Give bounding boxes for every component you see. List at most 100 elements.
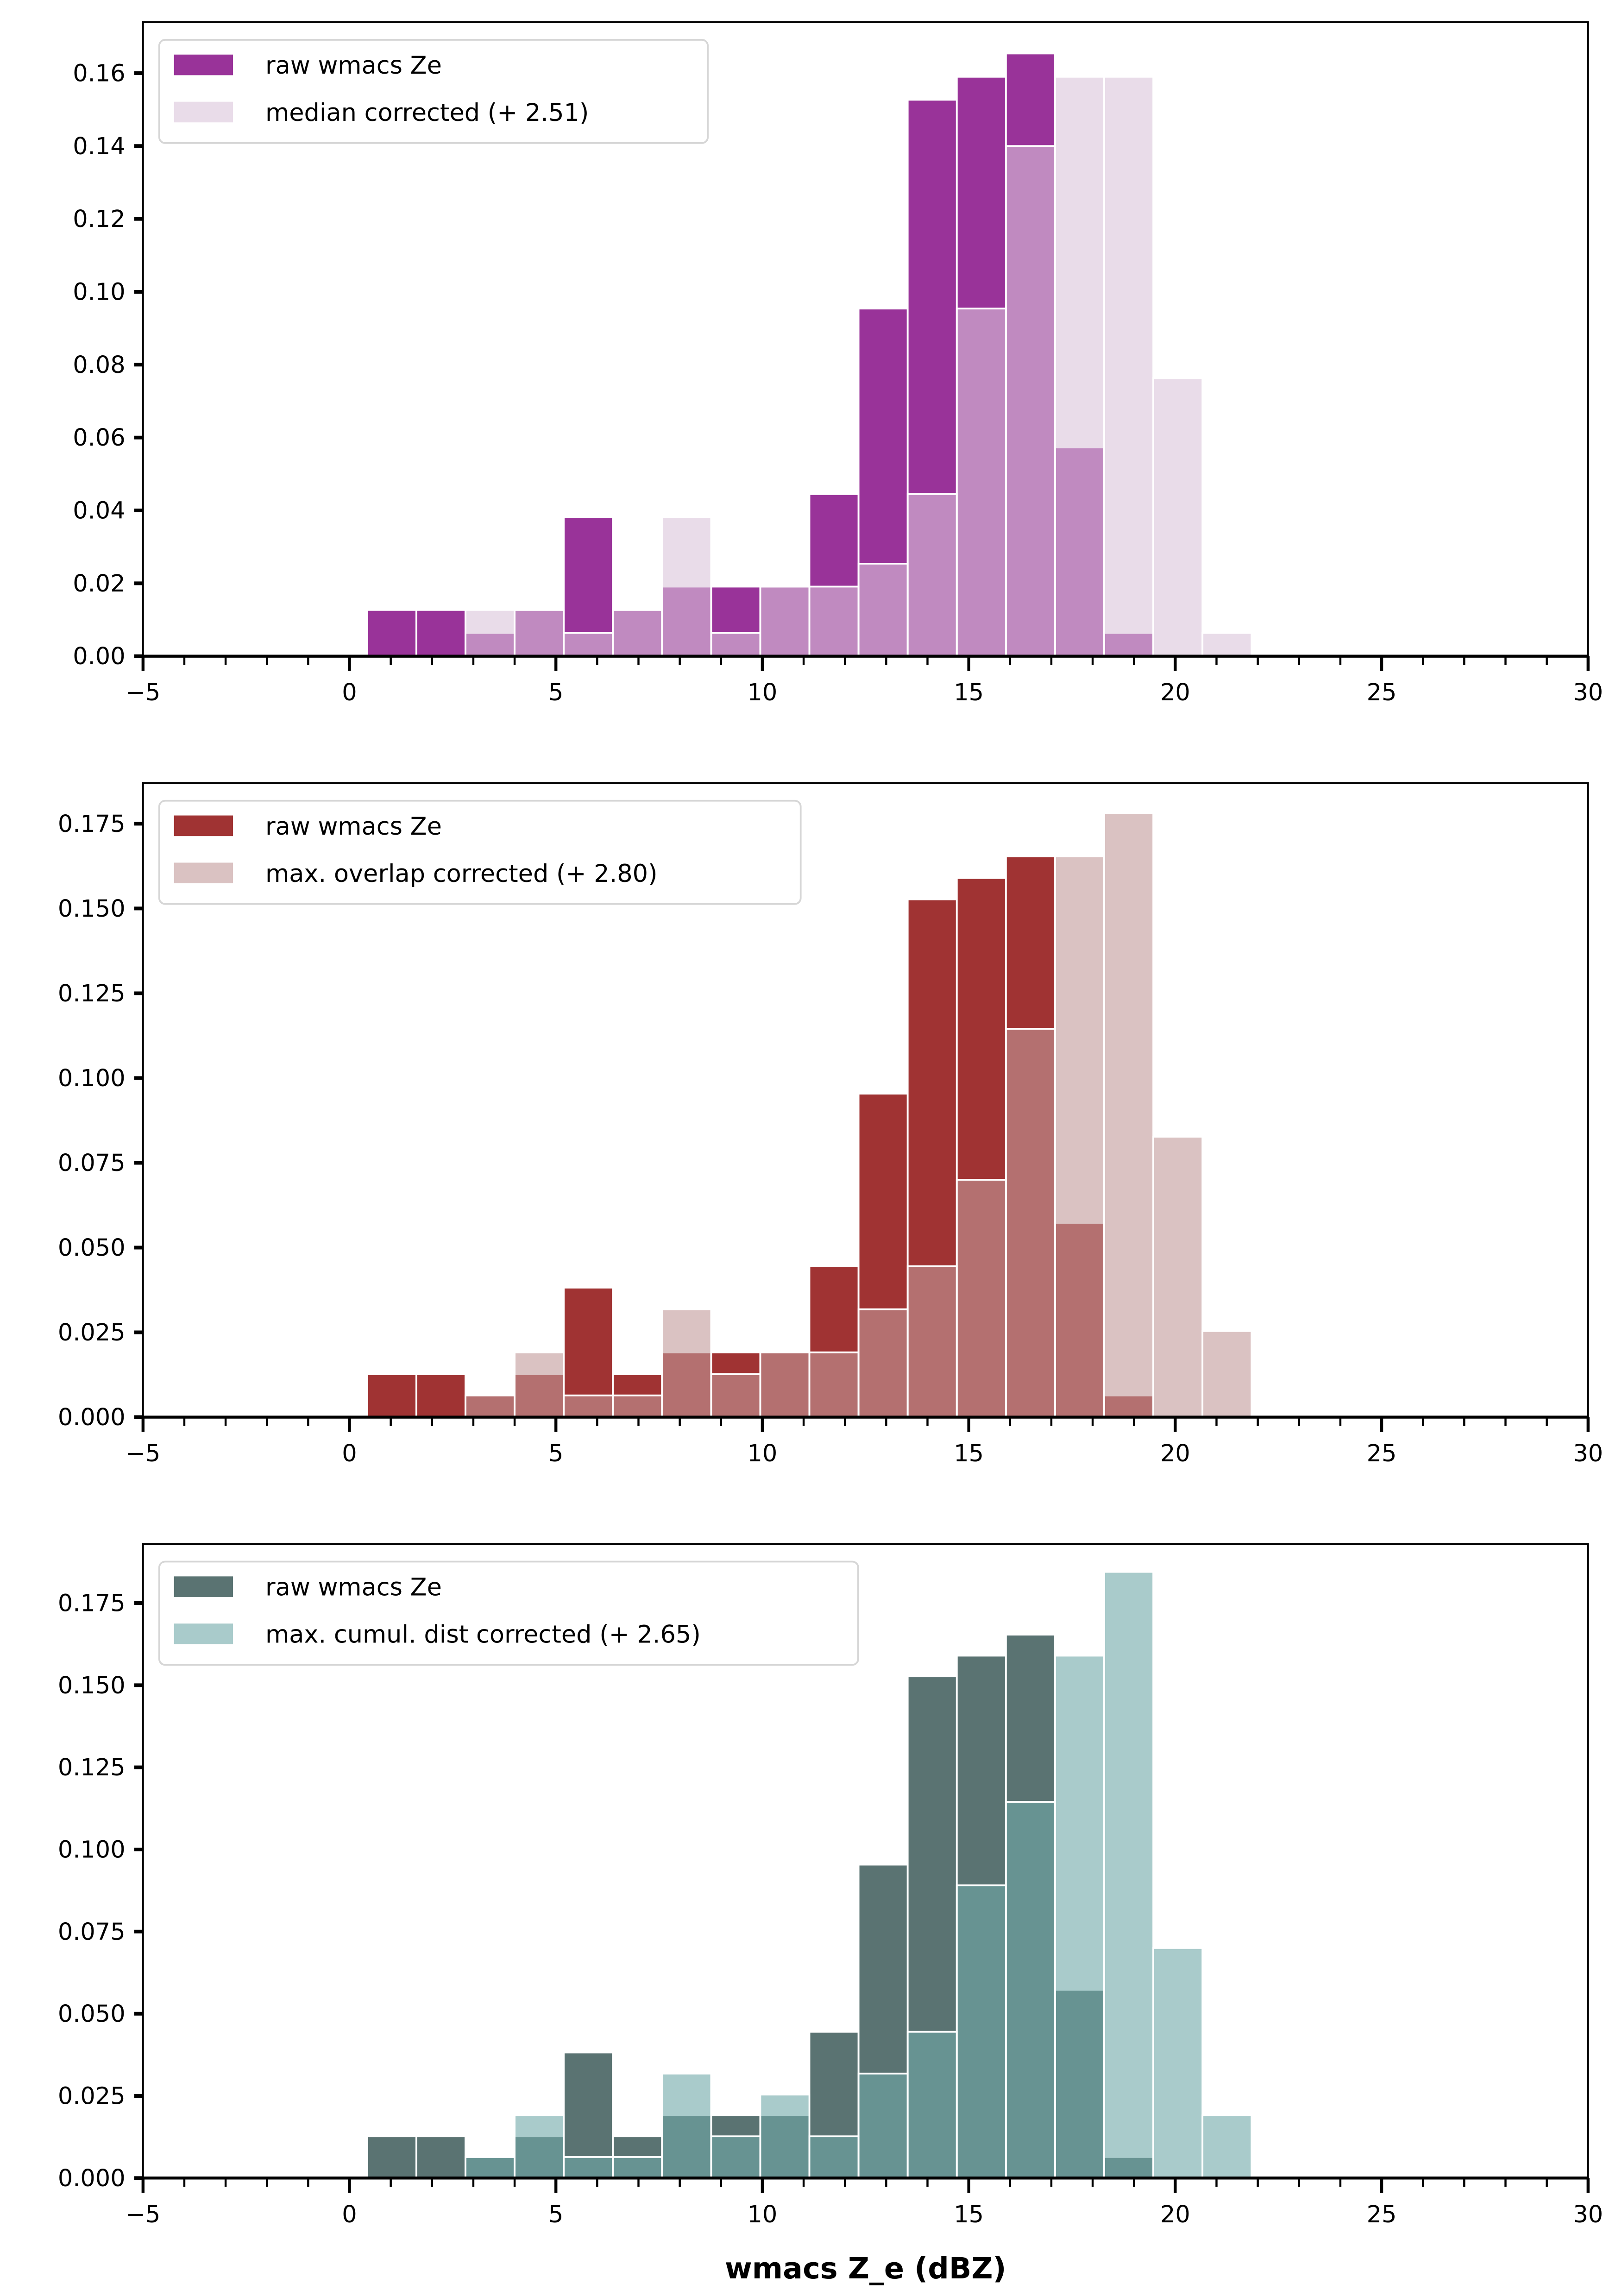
y-tick-label: 0.125 bbox=[58, 1754, 126, 1781]
corrected-bar bbox=[857, 2072, 909, 2179]
corrected-bar bbox=[808, 2135, 860, 2179]
chart-panel-2: −5 0 5 10 15 20 25 30 0.000 0.025 0.050 0.075 0.100 0… bbox=[58, 782, 1603, 1467]
corrected-bar bbox=[1152, 377, 1204, 657]
raw-bar bbox=[366, 2135, 417, 2179]
x-tick-label: 25 bbox=[1367, 679, 1397, 706]
x-tick-label: 0 bbox=[342, 2201, 357, 2228]
y-tick-label: 0.10 bbox=[73, 278, 125, 306]
corrected-bar bbox=[759, 2094, 811, 2179]
y-tick-label: 0.175 bbox=[58, 1590, 126, 1617]
y-tick-label: 0.12 bbox=[73, 206, 125, 233]
corrected-bar bbox=[1005, 145, 1056, 657]
x-tick-label: 15 bbox=[954, 679, 984, 706]
legend-label-raw: raw wmacs Ze bbox=[265, 1573, 442, 1602]
legend-swatch-raw bbox=[174, 815, 233, 837]
x-tick-label: 30 bbox=[1573, 679, 1603, 706]
legend-box bbox=[158, 39, 709, 144]
corrected-bar bbox=[661, 1308, 712, 1418]
x-tick-label: 0 bbox=[342, 679, 357, 706]
corrected-bar bbox=[1005, 1028, 1056, 1418]
corrected-series bbox=[465, 75, 1253, 657]
corrected-bar bbox=[857, 562, 909, 657]
y-tick-label: 0.100 bbox=[58, 1836, 126, 1863]
corrected-bar bbox=[465, 1394, 516, 1418]
y-tick-label: 0.075 bbox=[58, 1150, 126, 1177]
corrected-bar bbox=[808, 585, 860, 657]
corrected-bar bbox=[661, 2072, 712, 2179]
x-tick-label: 25 bbox=[1367, 1440, 1397, 1467]
y-tick-label: 0.050 bbox=[58, 2000, 126, 2028]
bars-group bbox=[366, 52, 1253, 657]
x-tick-label: 30 bbox=[1573, 2201, 1603, 2228]
corrected-bar bbox=[563, 1394, 614, 1418]
y-tick-label: 0.000 bbox=[58, 2165, 126, 2192]
corrected-bar bbox=[514, 2114, 565, 2179]
x-tick-label: 25 bbox=[1367, 2201, 1397, 2228]
corrected-bar bbox=[563, 2156, 614, 2179]
y-tick-label: 0.075 bbox=[58, 1919, 126, 1946]
y-tick-label: 0.175 bbox=[58, 811, 126, 838]
y-tick-label: 0.100 bbox=[58, 1065, 126, 1092]
legend-box bbox=[158, 799, 802, 905]
corrected-bar bbox=[612, 2156, 663, 2179]
y-tick-label: 0.025 bbox=[58, 1319, 126, 1346]
corrected-bar bbox=[1054, 855, 1105, 1418]
corrected-bar bbox=[1201, 2114, 1253, 2179]
x-tick-label: −5 bbox=[126, 2201, 160, 2228]
corrected-bar bbox=[857, 1308, 909, 1418]
x-tick-label: 20 bbox=[1160, 1440, 1190, 1467]
x-tick-label: 30 bbox=[1573, 1440, 1603, 1467]
corrected-bar bbox=[1103, 75, 1155, 657]
y-tick-label: 0.150 bbox=[58, 1672, 126, 1699]
y-tick-label: 0.150 bbox=[58, 895, 126, 923]
corrected-bar bbox=[1152, 1136, 1204, 1418]
corrected-bar bbox=[759, 585, 811, 657]
corrected-bar bbox=[514, 609, 565, 657]
corrected-bar bbox=[956, 308, 1007, 657]
corrected-bar bbox=[1201, 632, 1253, 657]
y-tick-label: 0.16 bbox=[73, 60, 125, 87]
corrected-bar bbox=[710, 1373, 761, 1418]
corrected-bar bbox=[956, 1884, 1007, 2179]
legend: raw wmacs Ze max. overlap corrected (+ 2.… bbox=[158, 799, 802, 905]
x-tick-label: 5 bbox=[548, 1440, 563, 1467]
legend: raw wmacs Ze median corrected (+ 2.51) bbox=[158, 39, 709, 144]
corrected-bar bbox=[563, 632, 614, 657]
x-tick-label: −5 bbox=[126, 679, 160, 706]
corrected-bar bbox=[808, 1351, 860, 1418]
corrected-bar bbox=[465, 609, 516, 657]
legend: raw wmacs Ze max. cumul. dist corrected (… bbox=[158, 1560, 859, 1666]
corrected-bar bbox=[1152, 1947, 1204, 2179]
x-tick-label: 20 bbox=[1160, 679, 1190, 706]
chart-panel-3: −5 0 5 10 15 20 25 30 0.000 0.025 0.050 0.075 0.100 0… bbox=[58, 1543, 1603, 2228]
y-tick-label: 0.000 bbox=[58, 1404, 126, 1431]
y-tick-label: 0.00 bbox=[73, 643, 125, 670]
corrected-bar bbox=[956, 1179, 1007, 1418]
raw-bar bbox=[415, 2135, 466, 2179]
corrected-bar bbox=[612, 609, 663, 657]
legend-swatch-raw bbox=[174, 54, 233, 75]
x-tick-label: 20 bbox=[1160, 2201, 1190, 2228]
corrected-bar bbox=[710, 632, 761, 657]
x-tick-label: −5 bbox=[126, 1440, 160, 1467]
x-tick-label: 15 bbox=[954, 1440, 984, 1467]
corrected-bar bbox=[1054, 75, 1105, 657]
legend-swatch-corrected bbox=[174, 862, 233, 884]
legend-swatch-raw bbox=[174, 1576, 233, 1597]
chart-panel-1: −5 0 5 10 15 20 25 30 0.00 0.02 0.04 0.06 0.08 0.10 0.… bbox=[73, 21, 1603, 706]
x-tick-label: 10 bbox=[748, 2201, 778, 2228]
corrected-bar bbox=[661, 516, 712, 657]
corrected-bar bbox=[1103, 1571, 1155, 2179]
legend-label-corrected: max. overlap corrected (+ 2.80) bbox=[265, 860, 658, 888]
raw-bar bbox=[366, 1373, 417, 1418]
legend-swatch-corrected bbox=[174, 1623, 233, 1644]
legend-label-raw: raw wmacs Ze bbox=[265, 812, 442, 841]
y-tick-label: 0.02 bbox=[73, 570, 125, 598]
x-tick-label: 10 bbox=[748, 679, 778, 706]
corrected-bar bbox=[906, 493, 958, 657]
y-tick-label: 0.14 bbox=[73, 133, 125, 160]
x-axis-label: wmacs Z_e (dBZ) bbox=[725, 2252, 1006, 2286]
x-tick-label: 0 bbox=[342, 1440, 357, 1467]
corrected-bar bbox=[906, 2031, 958, 2179]
